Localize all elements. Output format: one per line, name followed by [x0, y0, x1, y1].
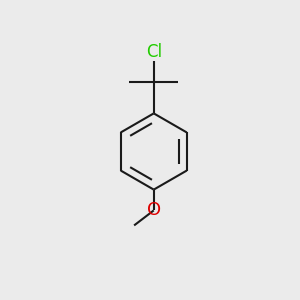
Text: O: O	[147, 201, 161, 219]
Text: Cl: Cl	[146, 43, 162, 61]
